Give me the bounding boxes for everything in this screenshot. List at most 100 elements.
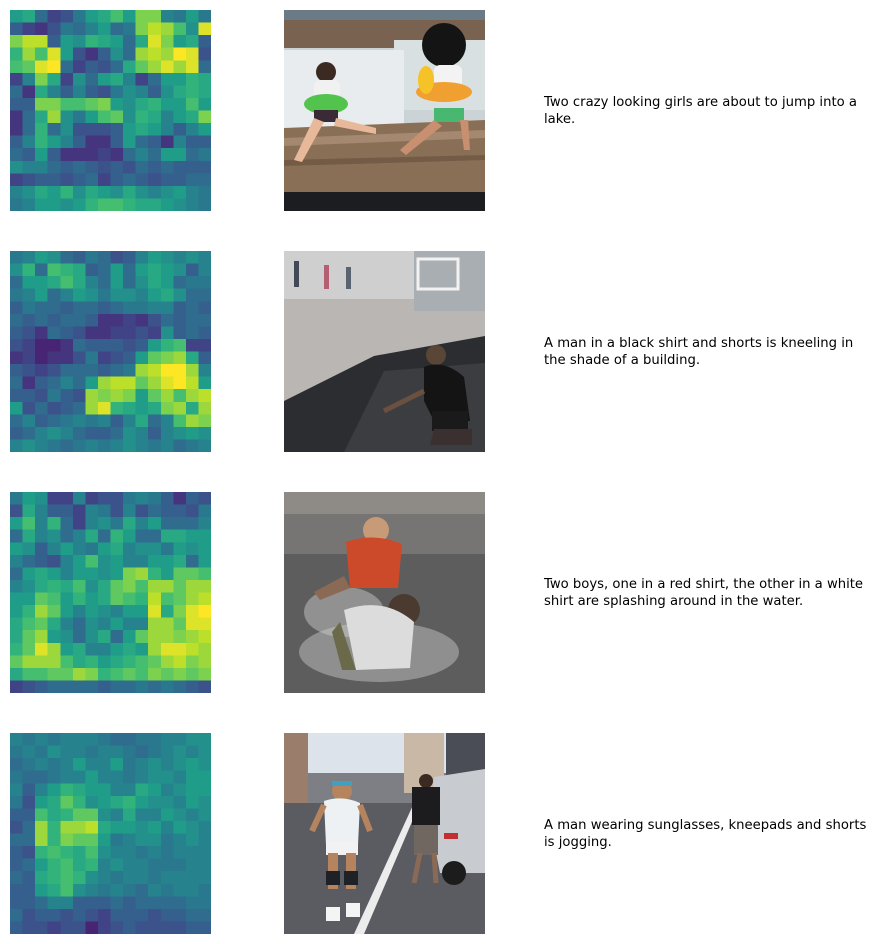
heatmap-cell [60,554,74,568]
heatmap-cell [135,439,149,452]
heatmap-cell [110,123,124,136]
heatmap-cell [85,492,99,505]
heatmap-cell [173,896,187,910]
heatmap-cell [10,123,23,136]
heatmap-cell [110,770,124,784]
heatmap-cell [173,110,187,124]
heatmap-cell [110,567,124,581]
heatmap-cell [185,567,199,581]
heatmap-cell [97,10,111,23]
heatmap-cell [185,642,199,656]
heatmap-cell [198,770,211,784]
heatmap-cell [135,871,149,885]
heatmap-cell [198,504,211,518]
heatmap-cell [148,160,162,174]
row-2: A man in a black shirt and shorts is kne… [0,251,878,452]
heatmap-cell [160,592,174,606]
heatmap-cell [22,97,36,111]
heatmap-cell [47,426,61,440]
heatmap-cell [123,733,136,746]
heatmap-cell [123,770,136,784]
heatmap-cell [72,529,86,543]
heatmap-cell [60,301,74,315]
heatmap-cell [173,376,187,390]
heatmap-cell [10,351,23,365]
heatmap-cell [47,858,61,872]
heatmap-cell [60,908,74,922]
heatmap-cell [123,326,136,340]
heatmap-cell [47,642,61,656]
heatmap-cell [110,351,124,365]
heatmap-cell [110,198,124,211]
heatmap-cell [160,35,174,48]
heatmap-cell [135,351,149,365]
heatmap-cell [110,313,124,327]
heatmap-cell [185,263,199,277]
heatmap-cell [198,517,211,530]
heatmap-cell [123,630,136,644]
heatmap-cell [160,135,174,149]
heatmap-cell [60,148,74,162]
heatmap-cell [72,301,86,315]
attention-heatmap [10,733,211,934]
heatmap-cell [85,173,99,187]
heatmap-cell [60,745,74,759]
heatmap-cell [185,680,199,693]
heatmap-cell [47,846,61,859]
heatmap-cell [148,667,162,681]
heatmap-cell [198,60,211,74]
heatmap-cell [148,426,162,440]
heatmap-cell [185,492,199,505]
attention-heatmap [10,492,211,693]
heatmap-cell [110,97,124,111]
heatmap-cell [35,896,48,910]
heatmap-cell [85,148,99,162]
heatmap-cell [135,908,149,922]
heatmap-cell [72,439,86,452]
heatmap-cell [173,655,187,669]
heatmap-cell [22,60,36,74]
heatmap-cell [173,364,187,377]
heatmap-cell [85,160,99,174]
heatmap-cell [60,288,74,302]
heatmap-cell [22,667,36,681]
heatmap-cell [198,148,211,162]
heatmap-cell [110,504,124,518]
heatmap-cell [185,47,199,61]
heatmap-cell [22,276,36,289]
heatmap-cell [72,642,86,656]
heatmap-cell [135,833,149,847]
heatmap-cell [148,263,162,277]
heatmap-cell [123,276,136,289]
heatmap-cell [35,808,48,822]
heatmap-cell [173,492,187,505]
heatmap-cell [185,376,199,390]
heatmap-cell [47,414,61,428]
heatmap-cell [72,770,86,784]
heatmap-cell [173,198,187,211]
heatmap-cell [135,135,149,149]
heatmap-cell [47,160,61,174]
heatmap-cell [198,883,211,897]
heatmap-cell [198,733,211,746]
heatmap-cell [110,492,124,505]
heatmap-cell [72,896,86,910]
heatmap-cell [135,820,149,834]
heatmap-cell [135,630,149,644]
heatmap-cell [110,376,124,390]
heatmap-cell [72,908,86,922]
heatmap-cell [160,833,174,847]
heatmap-cell [22,160,36,174]
heatmap-cell [35,795,48,809]
heatmap-cell [110,896,124,910]
heatmap-cell [185,251,199,264]
heatmap-cell [135,97,149,111]
heatmap-cell [198,35,211,48]
heatmap-cell [135,338,149,352]
heatmap-cell [47,185,61,199]
heatmap-cell [110,60,124,74]
heatmap-cell [173,135,187,149]
heatmap-cell [135,617,149,631]
heatmap-cell [35,185,48,199]
heatmap-cell [60,185,74,199]
